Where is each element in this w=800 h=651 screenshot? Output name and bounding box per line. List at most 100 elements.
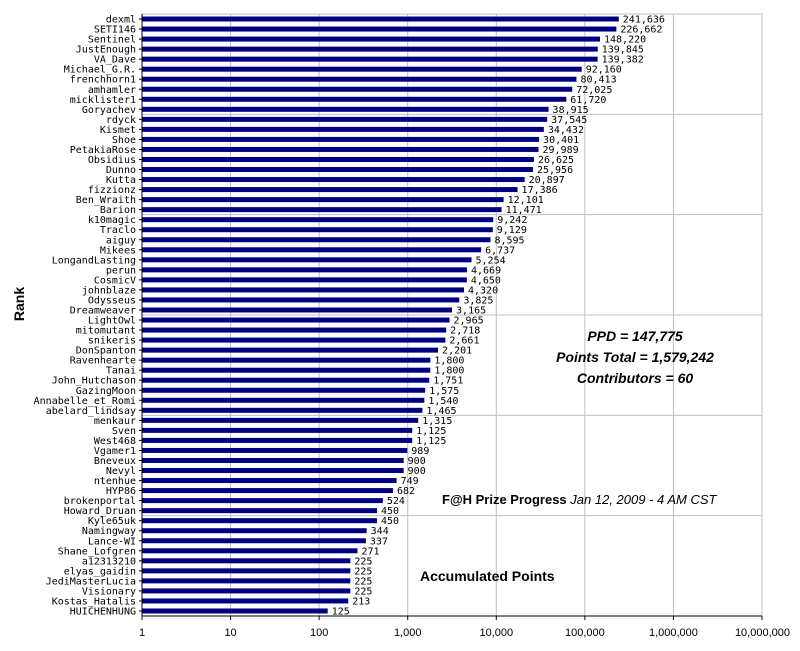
data-label: 4,669 (471, 265, 501, 276)
bar (142, 16, 619, 22)
y-tick-label: snikeris (88, 336, 136, 347)
y-tick-label: Traclo (100, 225, 136, 236)
bar (142, 478, 397, 484)
bar (142, 96, 567, 102)
y-tick-label: mitomutant (76, 326, 136, 337)
x-tick-label: 10 (224, 627, 236, 639)
data-label: 213 (352, 596, 370, 607)
data-label: 11,471 (506, 205, 542, 216)
bar (142, 578, 351, 584)
data-label: 92,160 (586, 65, 622, 76)
y-tick-label: JediMasterLucia (46, 576, 136, 587)
y-tick-label: frenchhorn1 (70, 75, 136, 86)
data-label: 2,201 (442, 346, 472, 357)
y-tick-label: perun (106, 265, 136, 276)
data-label: 3,825 (463, 295, 493, 306)
bar (142, 46, 598, 52)
x-tick-labels: 1 10 100 1,000 10,000 100,000 1,000,000 10,000,… (139, 616, 790, 639)
data-label: 30,401 (543, 135, 579, 146)
data-label: 1,540 (428, 396, 458, 407)
progress-caption: F@H Prize Progress Jan 12, 2009 - 4 AM C… (442, 492, 717, 507)
y-tick-label: ntenhue (94, 476, 136, 487)
y-tick-labels: dexmlSETI146SentinelJustEnoughVA_DaveMic… (34, 15, 142, 617)
data-label: 2,661 (449, 336, 479, 347)
data-label: 337 (370, 536, 388, 547)
data-label: 1,751 (433, 376, 463, 387)
data-label: 29,989 (543, 145, 579, 156)
bar (142, 76, 577, 82)
accumulated-points-label: Accumulated Points (420, 568, 555, 584)
y-tick-label: k10magic (88, 215, 136, 226)
data-label: 241,636 (623, 15, 665, 26)
bar (142, 106, 549, 112)
bar (142, 417, 419, 423)
data-label: 1,800 (434, 356, 464, 367)
bar (142, 538, 366, 544)
y-tick-label: GazingMoon (76, 386, 136, 397)
bar (142, 317, 450, 323)
bar (142, 277, 467, 283)
bar (142, 307, 453, 313)
stats-box: PPD = 147,775 Points Total = 1,579,242 C… (520, 326, 750, 389)
bar (142, 146, 539, 152)
value-labels: 241,636226,662148,220139,845139,38292,16… (332, 15, 665, 618)
y-tick-label: Nevyl (106, 466, 136, 477)
data-label: 6,737 (485, 245, 515, 256)
data-label: 8,595 (494, 235, 524, 246)
data-label: 271 (361, 546, 379, 557)
data-label: 524 (387, 496, 405, 507)
y-tick-label: Lance-WI (88, 536, 136, 547)
bar (142, 36, 600, 42)
y-tick-label: Annabelle_et_Romi (34, 396, 136, 407)
bar (142, 457, 404, 463)
y-tick-label: CosmicV (94, 275, 136, 286)
bar (142, 427, 413, 433)
data-label: 2,718 (450, 326, 480, 337)
x-tick-label: 10,000 (479, 627, 513, 639)
y-tick-label: Dreamweaver (70, 305, 136, 316)
data-label: 72,025 (576, 85, 612, 96)
data-label: 226,662 (620, 25, 662, 36)
data-label: 139,382 (602, 55, 644, 66)
bar (142, 56, 598, 62)
data-label: 989 (411, 446, 429, 457)
y-tick-label: Obsidius (88, 155, 136, 166)
y-tick-label: Sentinel (88, 35, 136, 46)
data-label: 1,125 (416, 426, 446, 437)
bar (142, 367, 431, 373)
y-tick-label: SETI146 (94, 25, 136, 36)
data-label: 37,545 (551, 115, 587, 126)
data-label: 1,315 (422, 416, 452, 427)
data-label: 900 (408, 456, 426, 467)
y-tick-label: Odysseus (88, 295, 136, 306)
data-label: 1,465 (426, 406, 456, 417)
y-tick-label: amhamler (88, 85, 136, 96)
y-tick-label: elyas_gaidin (64, 566, 136, 577)
data-label: 34,432 (548, 125, 584, 136)
points-total-text: Points Total = 1,579,242 (556, 349, 714, 365)
bar (142, 387, 426, 393)
y-tick-label: menkaur (94, 416, 136, 427)
y-tick-label: DonSpanton (76, 346, 136, 357)
data-label: 38,915 (553, 105, 589, 116)
bar (142, 498, 383, 504)
y-tick-label: dexml (106, 15, 136, 26)
bar (142, 136, 540, 142)
data-label: 9,242 (497, 215, 527, 226)
y-tick-label: brokenportal (64, 496, 136, 507)
x-tick-label: 10,000,000 (735, 627, 790, 639)
data-label: 5,254 (476, 255, 506, 266)
bar (142, 518, 377, 524)
bar (142, 357, 431, 363)
y-tick-label: Bneveux (94, 456, 136, 467)
y-tick-label: fizzionz (88, 185, 136, 196)
x-tick-label: 100 (310, 627, 328, 639)
bar (142, 437, 413, 443)
y-tick-label: Kutta (106, 175, 136, 186)
bar (142, 207, 502, 213)
data-label: 682 (397, 486, 415, 497)
data-label: 20,897 (529, 175, 565, 186)
y-tick-label: johnblaze (82, 285, 136, 296)
bar (142, 347, 439, 353)
